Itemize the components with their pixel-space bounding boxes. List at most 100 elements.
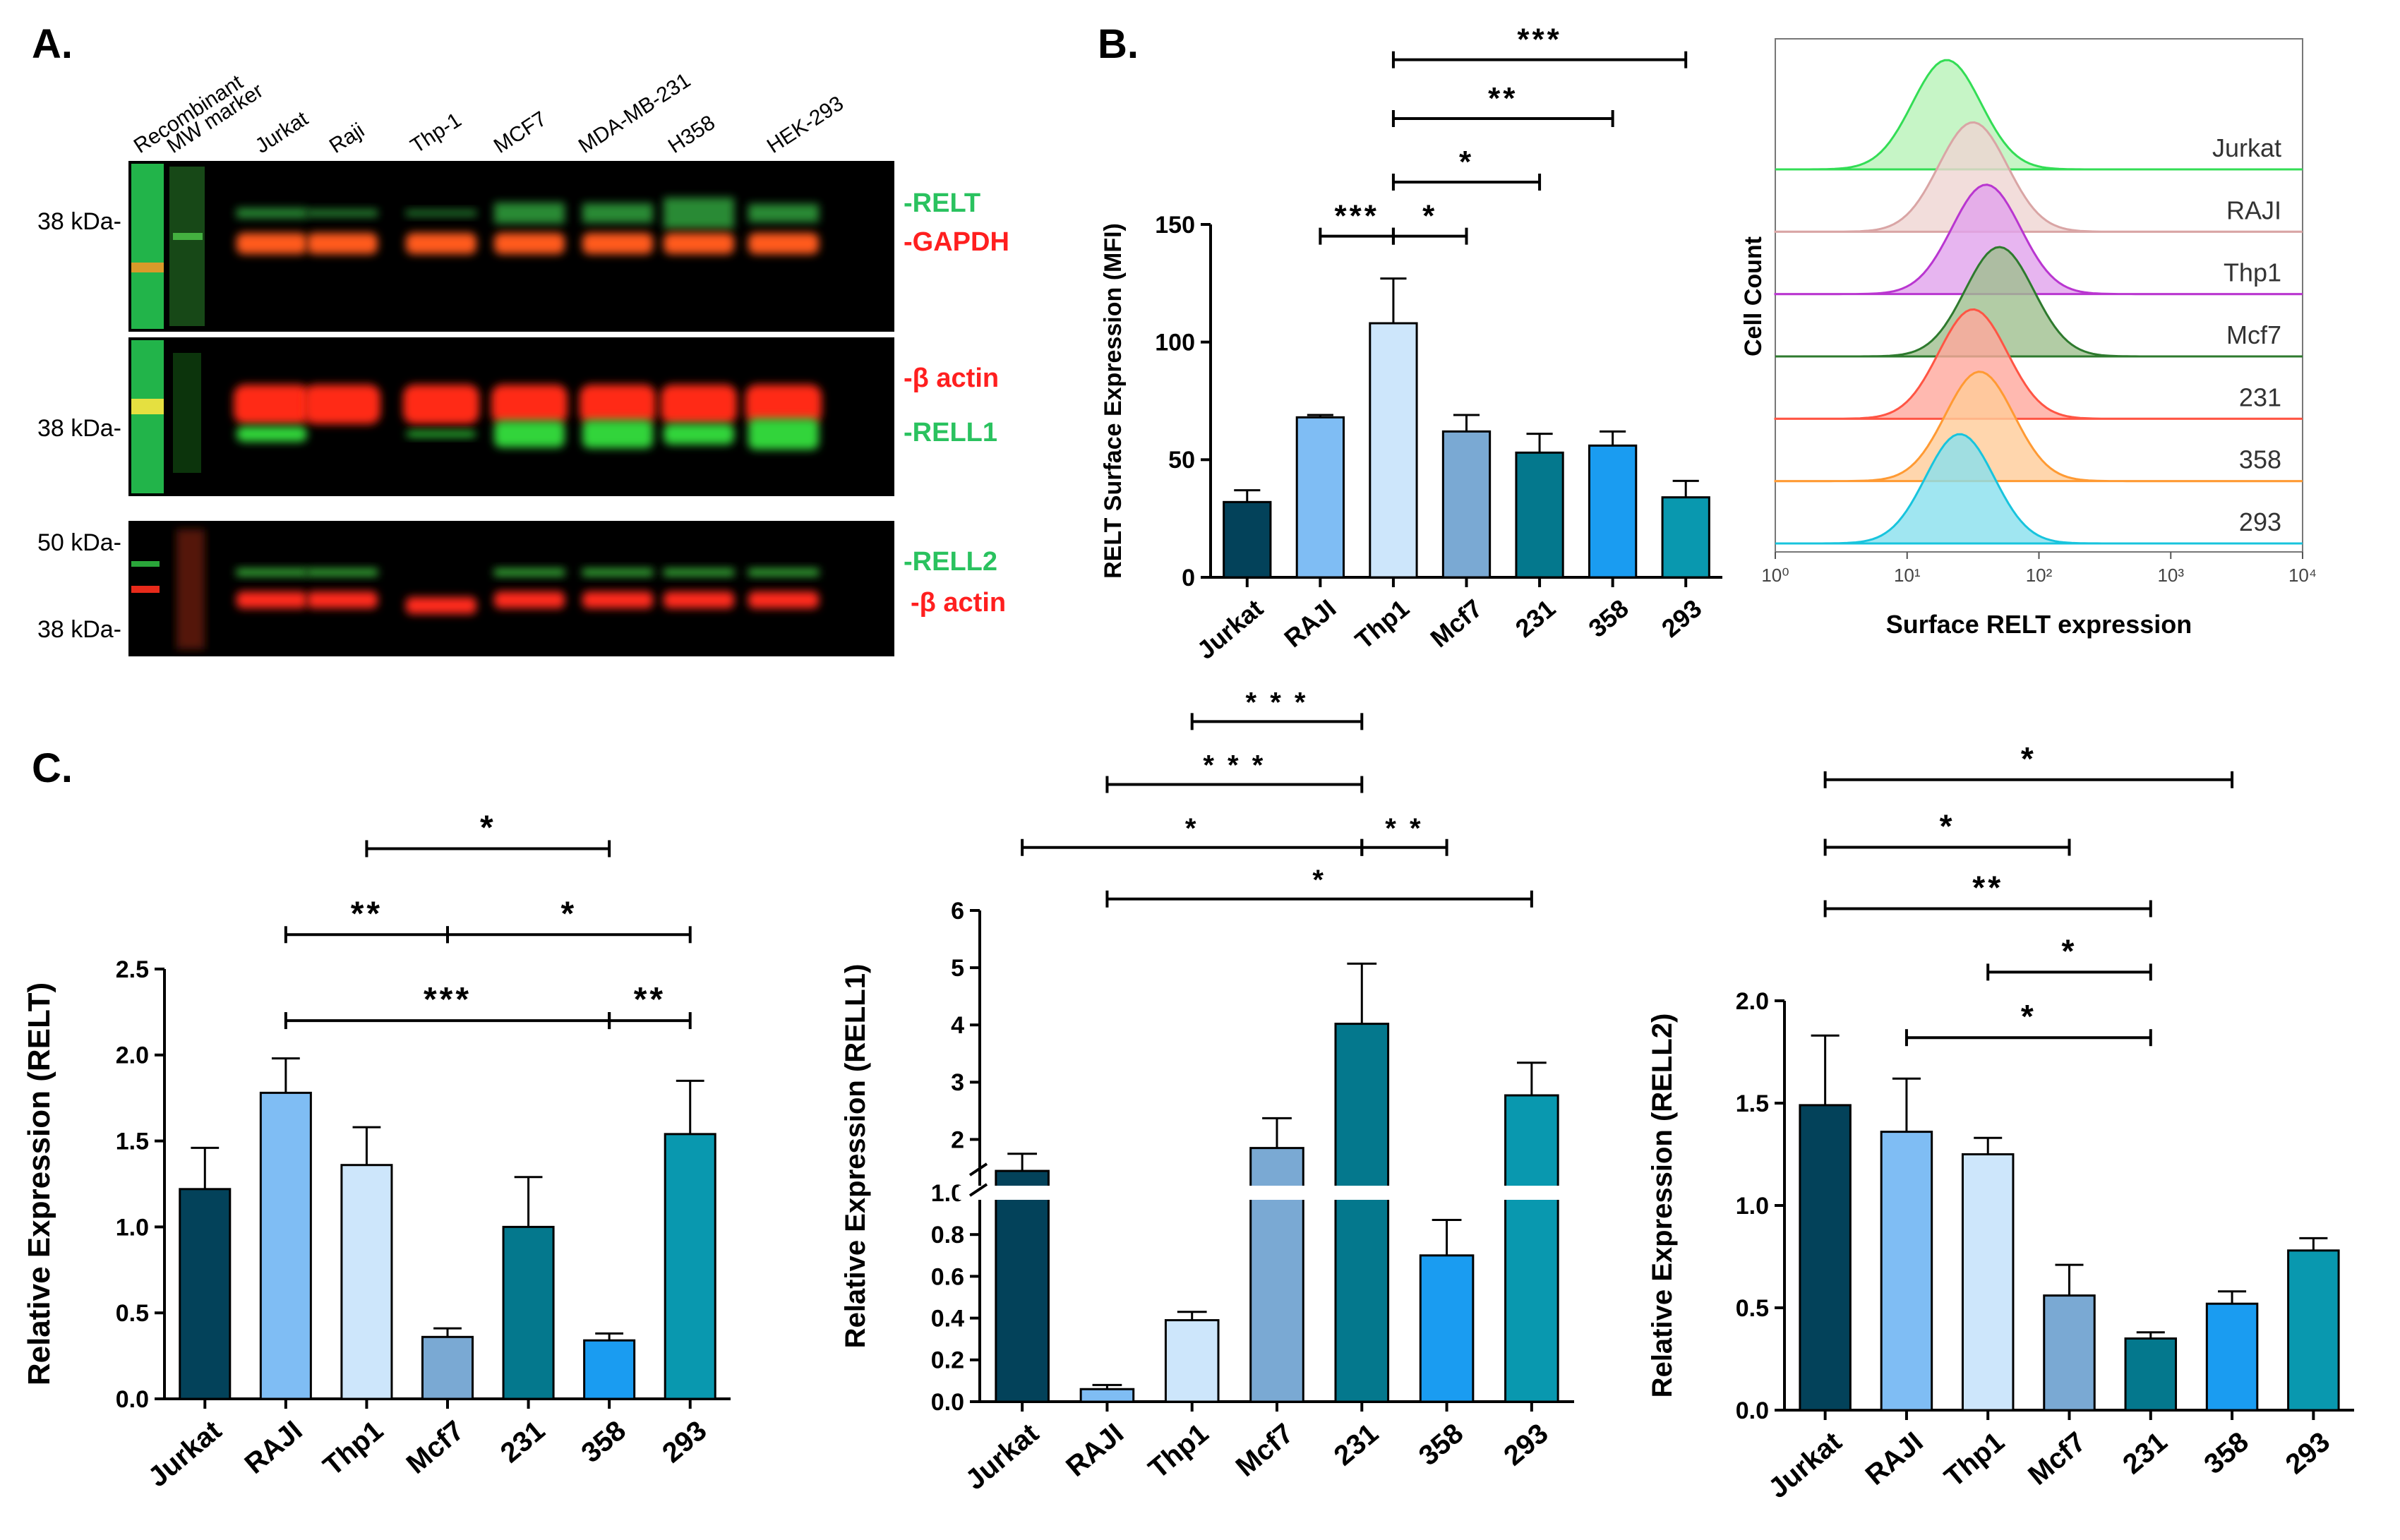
x-tick-label-358: 358 [1413, 1418, 1469, 1472]
y-tick-label: 2 [951, 1126, 964, 1153]
axis-break-gap [959, 1186, 1581, 1200]
rell2-band [494, 569, 565, 576]
panel-a-label: A. [32, 21, 73, 67]
gapdh-band [582, 233, 653, 254]
actin-band [494, 591, 565, 608]
lane-label-h358: H358 [664, 111, 719, 158]
lane-label-thp-1: Thp-1 [407, 109, 466, 158]
histogram-358 [1774, 371, 2303, 483]
relt-band [236, 208, 307, 218]
blot2-recombinant-band [131, 399, 164, 414]
blot2-marker-38kda: 38 kDa- [37, 415, 121, 442]
blot2-recombinant-lane [131, 340, 164, 493]
significance-stars: * * * [1203, 750, 1266, 781]
blot2-marker-smear [173, 353, 201, 473]
blot1-recombinant-band [131, 263, 164, 272]
bar-thp1 [1961, 1153, 2015, 1412]
relt-band [748, 204, 819, 222]
bar-raji [1079, 1388, 1135, 1403]
x-tick-label-thp1: Thp1 [1939, 1426, 2010, 1493]
x-tick-label-358: 358 [2198, 1426, 2254, 1481]
actin-band [406, 597, 476, 614]
y-axis-label: Cell Count [1740, 236, 1767, 356]
actin-band [582, 591, 653, 608]
relt-band [307, 210, 378, 217]
x-tick-label: 10² [2026, 565, 2053, 586]
blot1-recombinant-lane [131, 164, 164, 329]
significance-stars: ** [634, 981, 666, 1018]
significance-stars: * [2021, 740, 2036, 777]
actin-band [236, 591, 307, 608]
histogram-label-293: 293 [2239, 507, 2281, 536]
y-tick-label: 50 [1168, 447, 1195, 474]
band-label-gapdh: -GAPDH [904, 227, 1009, 257]
actin-band [234, 385, 310, 424]
bar-293 [1504, 1094, 1559, 1403]
x-tick-label-raji: RAJI [1278, 594, 1341, 653]
x-tick-label-thp1: Thp1 [318, 1415, 389, 1482]
relt-band [582, 203, 653, 223]
x-tick-label-thp1: Thp1 [1143, 1418, 1214, 1485]
rell2-band [236, 569, 307, 576]
axis-break-mark [968, 1183, 988, 1197]
x-tick-label-293: 293 [2280, 1426, 2336, 1481]
y-tick-label: 3 [951, 1069, 964, 1096]
histogram-label-jurkat: Jurkat [2212, 133, 2281, 162]
bar-thp1 [340, 1164, 393, 1400]
blot-rell2-actin [128, 521, 894, 656]
histogram-mcf7 [1775, 246, 2303, 358]
x-tick-label: 10³ [2157, 565, 2184, 586]
bar-231 [1334, 1023, 1390, 1403]
relt-band [664, 198, 734, 229]
y-axis-label: Relative Expression (RELL1) [840, 964, 871, 1349]
histogram-293 [1775, 433, 2303, 545]
x-tick-label-293: 293 [1498, 1418, 1554, 1472]
lane-label-jurkat: Jurkat [251, 107, 313, 158]
actin-band [661, 385, 737, 424]
band-label-beta-actin-2: -β actin [911, 588, 1006, 618]
rell1-band [236, 426, 307, 442]
rell1-band [494, 421, 565, 447]
lane-label-raji: Raji [325, 119, 368, 158]
gapdh-band [236, 233, 307, 254]
bar-jurkat [179, 1188, 232, 1400]
y-tick-label: 1.5 [116, 1129, 149, 1155]
gapdh-band [494, 233, 565, 254]
y-tick-label: 1.0 [1736, 1193, 1769, 1220]
histogram-label-358: 358 [2239, 445, 2281, 474]
x-tick-label-mcf7: Mcf7 [1424, 594, 1487, 653]
y-tick-label: 150 [1155, 212, 1195, 239]
gapdh-band [406, 233, 476, 254]
panel-b-label: B. [1098, 21, 1139, 67]
blot3-marker-ladder [176, 529, 205, 649]
relt-band [494, 203, 565, 224]
y-tick-label: 5 [951, 955, 964, 982]
gapdh-band [307, 233, 378, 254]
rell2-band [748, 569, 819, 576]
rell2-band [664, 569, 734, 576]
significance-stars: * [1312, 865, 1326, 896]
bar-thp1 [1164, 1319, 1220, 1403]
x-tick-label-mcf7: Mcf7 [2022, 1426, 2092, 1491]
x-tick-label-jurkat: Jurkat [1763, 1426, 1847, 1505]
gapdh-band [748, 233, 819, 254]
blot1-marker-band [173, 233, 203, 240]
chart-relt-surface-mfi: 0 50 100 150 Jurkat RAJI Thp1 Mcf7 231 358 293 RELT… [1100, 23, 1722, 665]
x-tick-label: 10⁰ [1761, 565, 1789, 586]
significance-stars: * [2062, 932, 2077, 969]
x-tick-label-293: 293 [1656, 594, 1707, 643]
y-tick-label: 2.0 [116, 1042, 149, 1069]
band-label-relt: -RELT [904, 188, 980, 218]
x-tick-label-231: 231 [495, 1415, 551, 1469]
bar-358 [2205, 1302, 2259, 1412]
bar-358 [1588, 444, 1638, 579]
rell2-band [307, 569, 378, 576]
x-tick-label-thp1: Thp1 [1350, 594, 1415, 655]
y-tick-label: 100 [1155, 330, 1195, 356]
y-tick-label: 6 [951, 898, 964, 925]
blot3-marker-38kda: 38 kDa- [37, 616, 121, 643]
actin-band [307, 591, 378, 608]
